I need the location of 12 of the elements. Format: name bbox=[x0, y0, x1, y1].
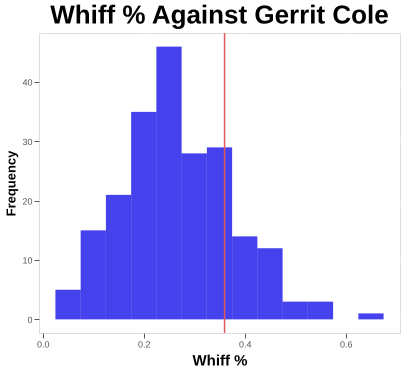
y-tick-label: 30 bbox=[22, 137, 32, 147]
y-tick-label: 10 bbox=[22, 256, 32, 266]
x-tick-label: 0.0 bbox=[37, 340, 50, 350]
x-tick-label: 0.4 bbox=[238, 340, 252, 350]
y-tick-label: 20 bbox=[22, 196, 32, 206]
y-axis-title: Frequency bbox=[3, 150, 18, 216]
x-tick-label: 0.6 bbox=[340, 340, 352, 350]
x-tick-label: 0.2 bbox=[138, 340, 151, 350]
y-tick-label: 0 bbox=[27, 314, 32, 325]
x-axis-title: Whiff % bbox=[192, 352, 248, 370]
y-tick-label: 40 bbox=[22, 78, 32, 88]
chart-title: Whiff % Against Gerrit Cole bbox=[50, 0, 389, 30]
